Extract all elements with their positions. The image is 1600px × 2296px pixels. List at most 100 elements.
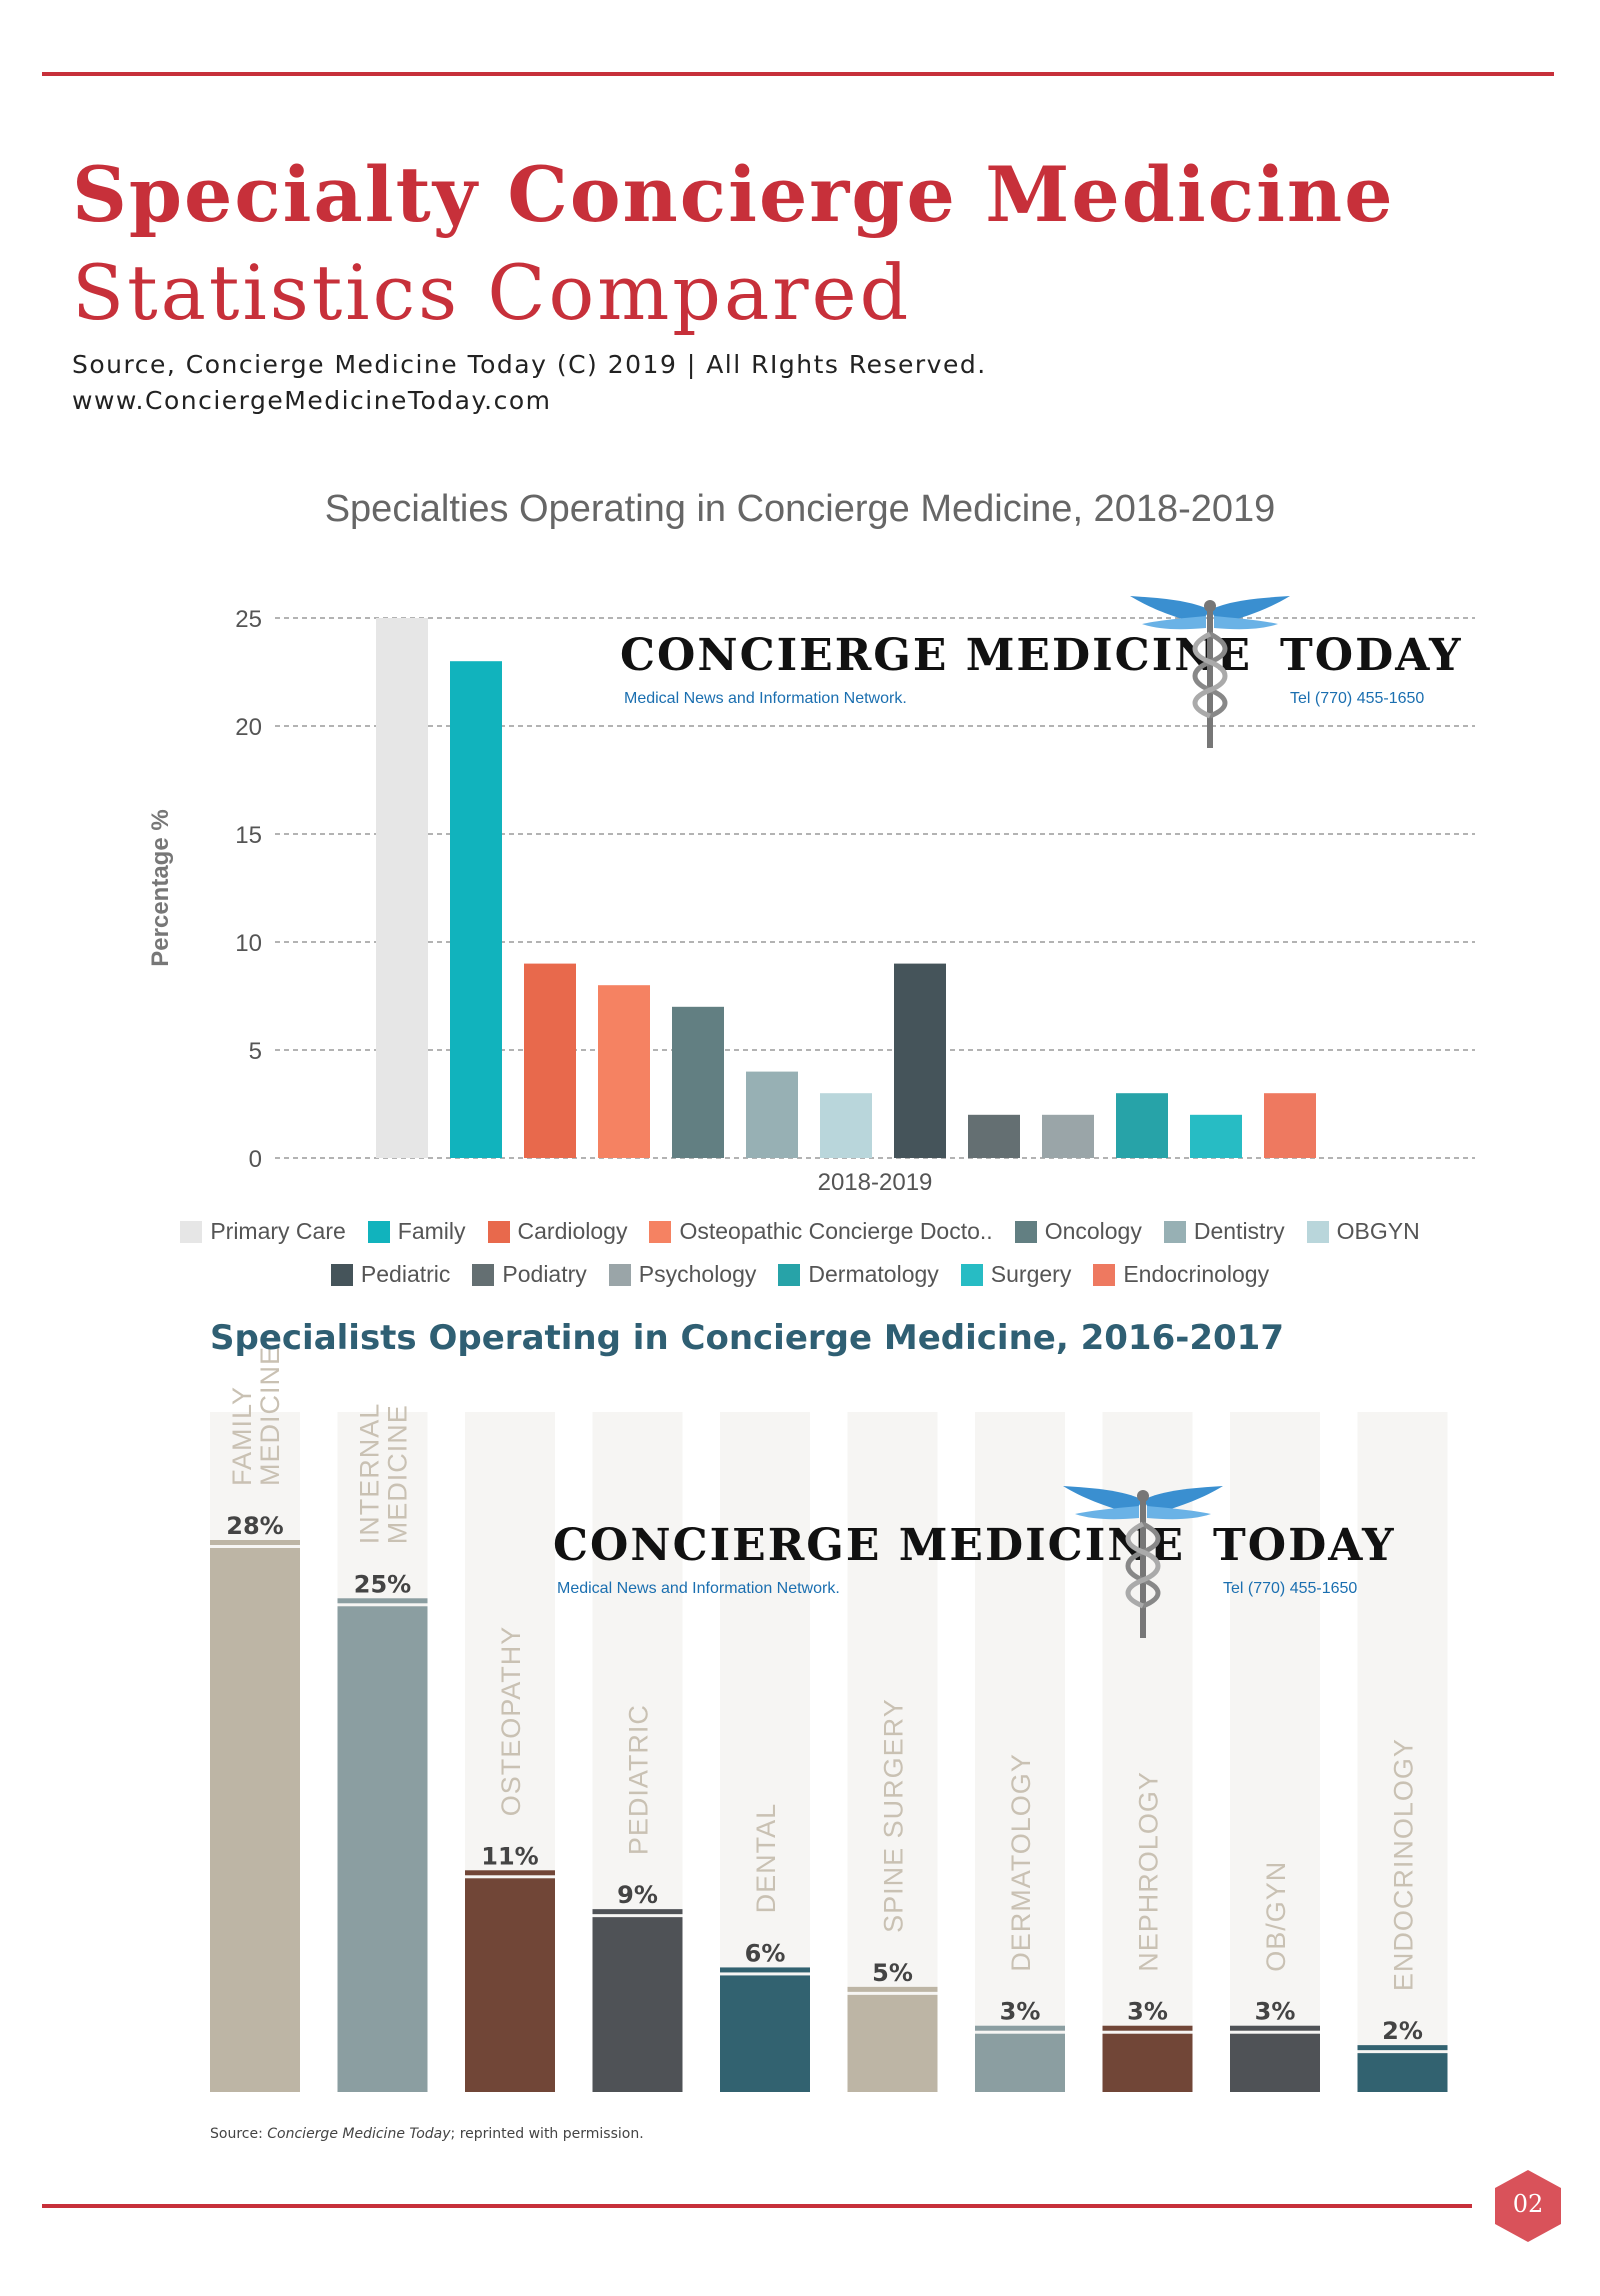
bar-cap xyxy=(592,1909,683,1915)
bar-psychology xyxy=(1042,1114,1094,1158)
y-tick-label: 0 xyxy=(249,1146,262,1173)
legend-swatch xyxy=(330,1263,353,1286)
bar-dermatology xyxy=(975,2033,1065,2092)
legend-label: Psychology xyxy=(638,1261,757,1287)
bar-internal-medicine xyxy=(337,1606,428,2092)
bar-primary-care xyxy=(376,618,428,1158)
website-line: www.ConciergeMedicineToday.com xyxy=(72,386,552,415)
y-axis-label: Percentage % xyxy=(147,809,174,966)
bar-surgery xyxy=(1190,1114,1242,1158)
page-title-line1: Specialty Concierge Medicine xyxy=(72,150,1395,239)
bar-endocrinology xyxy=(1264,1093,1316,1158)
bar-spine-surgery xyxy=(847,1994,938,2092)
bar-ob-gyn xyxy=(1230,2033,1320,2092)
bar-osteopathic-concierge-docto- xyxy=(598,985,650,1158)
legend-item: Oncology xyxy=(1014,1218,1142,1245)
chart1-legend-row2: Pediatric Podiatry Psychology Dermatology Su… xyxy=(0,1261,1600,1288)
bar-dental xyxy=(720,1975,810,2092)
data-label: 28% xyxy=(226,1512,283,1540)
bar-oncology xyxy=(672,1006,724,1158)
legend-swatch xyxy=(1093,1263,1116,1286)
bar-dermatology xyxy=(1116,1093,1168,1158)
bar-cap xyxy=(1357,2045,1448,2051)
data-label: 11% xyxy=(481,1842,538,1870)
category-label: ENDOCRINOLOGY xyxy=(1389,1738,1419,1991)
legend-swatch xyxy=(487,1220,510,1243)
bar-cap xyxy=(720,1967,810,1973)
legend-label: Surgery xyxy=(990,1261,1072,1287)
chart1-title: Specialties Operating in Concierge Medic… xyxy=(324,488,1276,530)
legend-swatch xyxy=(608,1263,631,1286)
data-label: 6% xyxy=(745,1939,786,1967)
y-tick-label: 20 xyxy=(235,714,262,741)
bar-cap xyxy=(465,1870,555,1876)
source-line: Source, Concierge Medicine Today (C) 201… xyxy=(72,350,987,379)
caduceus-icon xyxy=(1130,596,1290,748)
column-background xyxy=(847,1412,938,2092)
legend-swatch xyxy=(1306,1220,1329,1243)
legend-item: Dermatology xyxy=(778,1261,939,1288)
legend-item: Surgery xyxy=(960,1261,1072,1288)
legend-label: Osteopathic Concierge Docto.. xyxy=(679,1218,993,1244)
legend-swatch xyxy=(180,1220,203,1243)
legend-item: Family xyxy=(367,1218,466,1245)
logo-name-end: TODAY xyxy=(1280,630,1463,681)
data-label: 3% xyxy=(1000,1998,1041,2026)
y-tick-label: 25 xyxy=(235,606,262,633)
bar-pediatric xyxy=(592,1917,683,2092)
logo-phone: Tel (770) 455-1650 xyxy=(1290,690,1425,707)
data-label: 2% xyxy=(1382,2017,1423,2045)
bar-podiatry xyxy=(968,1114,1020,1158)
data-label: 3% xyxy=(1127,1998,1168,2026)
page-title-line2: Statistics Compared xyxy=(72,248,912,337)
legend-item: Pediatric xyxy=(330,1261,450,1288)
category-label: NEPHROLOGY xyxy=(1134,1771,1164,1972)
category-label: MEDICINE xyxy=(255,1346,285,1486)
data-label: 3% xyxy=(1255,1998,1296,2026)
legend-label: Oncology xyxy=(1044,1218,1142,1244)
bar-osteopathy xyxy=(465,1878,555,2092)
legend-item: Endocrinology xyxy=(1093,1261,1269,1288)
logo-name-end: TODAY xyxy=(1213,1520,1396,1571)
data-label: 5% xyxy=(872,1959,913,1987)
logo-phone: Tel (770) 455-1650 xyxy=(1223,1580,1358,1597)
legend-label: Dermatology xyxy=(808,1261,939,1287)
y-tick-label: 15 xyxy=(235,822,262,849)
legend-label: Dentistry xyxy=(1193,1218,1285,1244)
legend-item: Podiatry xyxy=(472,1261,587,1288)
category-label: DENTAL xyxy=(751,1803,781,1914)
bar-cap xyxy=(847,1986,938,1992)
legend-label: Primary Care xyxy=(210,1218,346,1244)
bar-obgyn xyxy=(820,1093,872,1158)
bottom-rule xyxy=(42,2204,1472,2208)
legend-label: OBGYN xyxy=(1336,1218,1420,1244)
legend-item: Dentistry xyxy=(1163,1218,1285,1245)
bar-cap xyxy=(210,1540,300,1545)
category-label: OB/GYN xyxy=(1261,1861,1291,1972)
column-background xyxy=(975,1412,1065,2092)
chart2-source-note: Source: Concierge Medicine Today; reprin… xyxy=(210,2126,644,2142)
data-label: 25% xyxy=(354,1570,411,1598)
logo-chart2: CONCIERGE MEDICINE TODAY Medical News an… xyxy=(553,1480,1433,1660)
logo-name: CONCIERGE MEDICINE xyxy=(620,630,1253,681)
legend-item: Primary Care xyxy=(180,1218,346,1245)
legend-label: Cardiology xyxy=(517,1218,628,1244)
legend-swatch xyxy=(367,1220,390,1243)
legend-label: Family xyxy=(397,1218,466,1244)
legend-swatch xyxy=(960,1263,983,1286)
legend-swatch xyxy=(1163,1220,1186,1243)
category-label: MEDICINE xyxy=(383,1404,413,1544)
y-tick-label: 10 xyxy=(235,930,262,957)
bar-endocrinology xyxy=(1357,2053,1448,2092)
bar-pediatric xyxy=(894,963,946,1158)
category-label: FAMILY xyxy=(227,1386,257,1486)
page-number: 02 xyxy=(1512,2190,1544,2218)
legend-label: Podiatry xyxy=(502,1261,587,1287)
logo-tagline: Medical News and Information Network. xyxy=(557,1580,840,1597)
bar-cap xyxy=(337,1598,428,1604)
caduceus-icon xyxy=(1063,1486,1223,1638)
bar-family-medicine xyxy=(210,1548,300,2092)
column-background xyxy=(1357,1412,1448,2092)
chart1-legend-row1: Primary Care Family Cardiology Osteopathic … xyxy=(0,1218,1600,1245)
